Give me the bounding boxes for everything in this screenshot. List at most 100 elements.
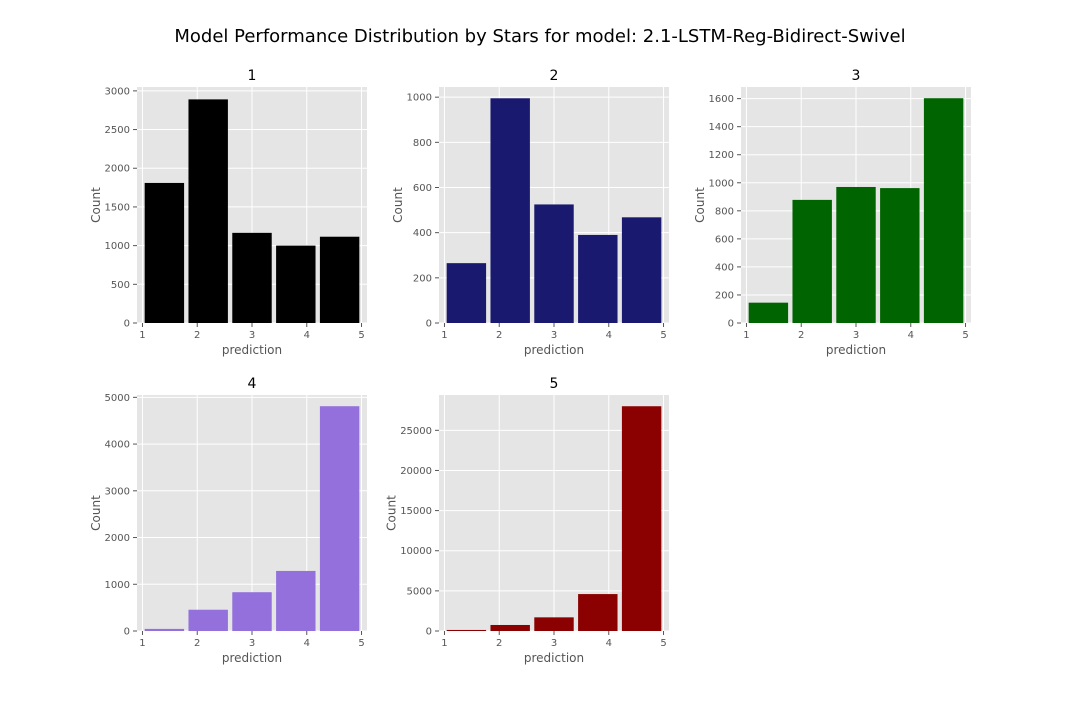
bar-4 bbox=[578, 594, 618, 631]
y-tick-label: 10000 bbox=[400, 546, 432, 557]
bar-4 bbox=[578, 234, 618, 323]
x-tick-label: 3 bbox=[249, 330, 255, 341]
bar-2 bbox=[188, 99, 228, 323]
y-tick-label: 400 bbox=[715, 262, 734, 273]
bar-4 bbox=[880, 188, 920, 323]
y-tick-label: 1000 bbox=[407, 93, 432, 104]
bar-5 bbox=[319, 406, 360, 631]
y-tick-label: 3000 bbox=[105, 486, 130, 497]
y-tick-label: 200 bbox=[715, 290, 734, 301]
x-tick-label: 1 bbox=[441, 638, 447, 649]
bar-1 bbox=[446, 629, 487, 631]
y-axis-label: Count bbox=[385, 495, 399, 531]
subplot-4: 0 1000 2000 3000 4000 5000 1 2 3 4 5 4 prediction Cou… bbox=[89, 376, 367, 665]
x-tick-label: 4 bbox=[606, 330, 612, 341]
bar-1 bbox=[144, 628, 185, 631]
y-tick-label: 1000 bbox=[105, 580, 130, 591]
y-tick-label: 600 bbox=[715, 234, 734, 245]
y-tick-label: 1500 bbox=[105, 202, 130, 213]
subplot-title: 3 bbox=[852, 68, 861, 84]
x-tick-label: 1 bbox=[743, 330, 749, 341]
x-tick-label: 5 bbox=[660, 330, 666, 341]
x-tick-label: 3 bbox=[249, 638, 255, 649]
y-tick-label: 3000 bbox=[105, 86, 130, 97]
x-tick-label: 2 bbox=[496, 330, 502, 341]
y-tick-label: 400 bbox=[413, 228, 432, 239]
y-axis-label: Count bbox=[89, 187, 103, 223]
y-tick-label: 25000 bbox=[400, 426, 432, 437]
y-tick-label: 0 bbox=[124, 319, 130, 330]
bar-2 bbox=[792, 199, 832, 323]
y-tick-label: 0 bbox=[426, 319, 432, 330]
x-tick-label: 4 bbox=[304, 330, 310, 341]
x-tick-label: 5 bbox=[962, 330, 968, 341]
y-tick-label: 20000 bbox=[400, 466, 432, 477]
y-tick-label: 800 bbox=[715, 206, 734, 217]
y-tick-label: 2000 bbox=[105, 533, 130, 544]
x-tick-label: 3 bbox=[551, 638, 557, 649]
y-tick-label: 0 bbox=[124, 627, 130, 638]
y-tick-label: 5000 bbox=[407, 586, 432, 597]
x-tick-label: 4 bbox=[304, 638, 310, 649]
bar-1 bbox=[446, 263, 487, 323]
y-axis-label: Count bbox=[693, 187, 707, 223]
x-tick-label: 1 bbox=[139, 330, 145, 341]
y-tick-label: 1000 bbox=[709, 178, 734, 189]
x-tick-label: 1 bbox=[139, 638, 145, 649]
subplot-title: 4 bbox=[248, 376, 257, 392]
subplot-title: 5 bbox=[550, 376, 559, 392]
subplot-3: 0 200 400 600 800 1000 1200 1400 1600 1 2 3 4 5 3 predi… bbox=[693, 68, 971, 357]
y-tick-label: 1000 bbox=[105, 241, 130, 252]
x-axis-label: prediction bbox=[222, 343, 282, 357]
y-tick-label: 600 bbox=[413, 183, 432, 194]
x-tick-label: 2 bbox=[194, 330, 200, 341]
bar-2 bbox=[490, 98, 530, 323]
bar-4 bbox=[276, 570, 316, 631]
x-tick-label: 4 bbox=[908, 330, 914, 341]
bar-2 bbox=[490, 624, 530, 631]
subplot-1: 0 500 1000 1500 2000 2500 3000 1 2 3 4 5 1 prediction… bbox=[89, 68, 367, 357]
y-tick-label: 5000 bbox=[105, 393, 130, 404]
x-tick-label: 2 bbox=[194, 638, 200, 649]
x-tick-label: 5 bbox=[358, 330, 364, 341]
bar-1 bbox=[748, 302, 789, 323]
bar-4 bbox=[276, 245, 316, 323]
x-axis-label: prediction bbox=[524, 343, 584, 357]
bar-5 bbox=[621, 406, 662, 631]
y-tick-label: 0 bbox=[426, 627, 432, 638]
y-tick-label: 1600 bbox=[709, 94, 734, 105]
subplot-5: 0 5000 10000 15000 20000 25000 1 2 3 4 5 5 predictio… bbox=[385, 376, 669, 665]
bar-3 bbox=[534, 204, 574, 323]
y-tick-label: 15000 bbox=[400, 506, 432, 517]
x-tick-label: 5 bbox=[358, 638, 364, 649]
bar-5 bbox=[319, 236, 360, 323]
x-tick-label: 2 bbox=[798, 330, 804, 341]
x-tick-label: 1 bbox=[441, 330, 447, 341]
bar-3 bbox=[836, 186, 876, 323]
bar-5 bbox=[621, 217, 662, 323]
y-tick-label: 4000 bbox=[105, 440, 130, 451]
y-tick-label: 500 bbox=[111, 280, 130, 291]
x-tick-label: 5 bbox=[660, 638, 666, 649]
x-tick-label: 3 bbox=[853, 330, 859, 341]
y-axis-label: Count bbox=[391, 187, 405, 223]
bar-2 bbox=[188, 609, 228, 631]
bar-3 bbox=[232, 592, 272, 631]
x-axis-label: prediction bbox=[222, 651, 282, 665]
bar-5 bbox=[923, 98, 964, 323]
y-axis-label: Count bbox=[89, 495, 103, 531]
bar-3 bbox=[232, 232, 272, 323]
x-tick-label: 4 bbox=[606, 638, 612, 649]
y-tick-label: 800 bbox=[413, 138, 432, 149]
figure-title: Model Performance Distribution by Stars … bbox=[174, 26, 906, 47]
y-tick-label: 0 bbox=[728, 319, 734, 330]
y-tick-label: 2500 bbox=[105, 125, 130, 136]
y-tick-label: 1400 bbox=[709, 122, 734, 133]
subplot-title: 1 bbox=[248, 68, 257, 84]
y-tick-label: 1200 bbox=[709, 150, 734, 161]
bar-3 bbox=[534, 617, 574, 631]
y-tick-label: 2000 bbox=[105, 164, 130, 175]
y-tick-label: 200 bbox=[413, 273, 432, 284]
